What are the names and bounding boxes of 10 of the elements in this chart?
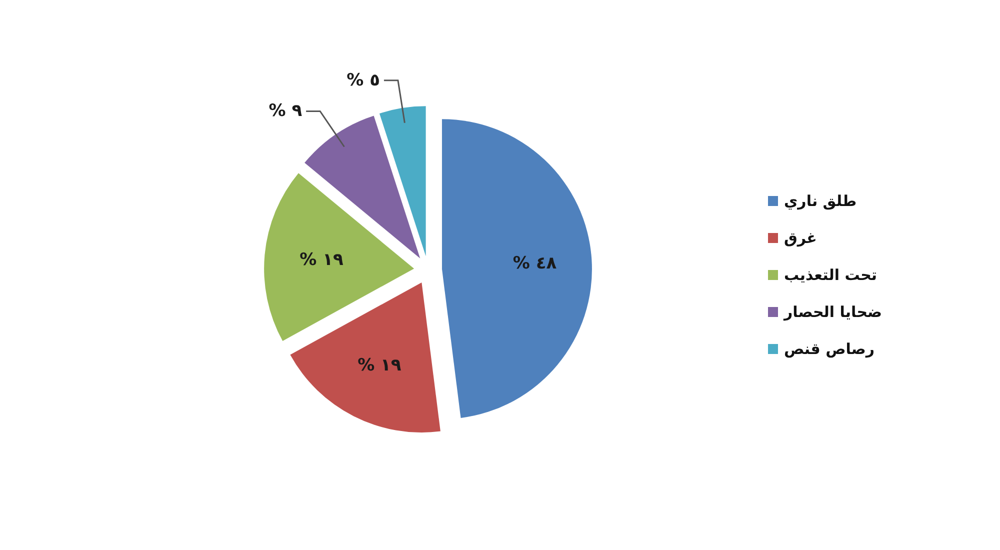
legend-label: تحت التعذيب xyxy=(784,266,878,284)
legend-label: طلق ناري xyxy=(784,192,857,210)
data-label: % ٤٨ xyxy=(512,253,558,274)
legend-label: رصاص قنص xyxy=(784,340,875,358)
legend-label: ضحايا الحصار xyxy=(784,303,882,321)
data-label: % ٩ xyxy=(268,101,303,122)
data-label: % ٥ xyxy=(346,70,380,90)
legend-label: غرق xyxy=(784,229,817,247)
data-label: % ١٩ xyxy=(358,355,402,376)
data-label: % ١٩ xyxy=(300,250,344,270)
